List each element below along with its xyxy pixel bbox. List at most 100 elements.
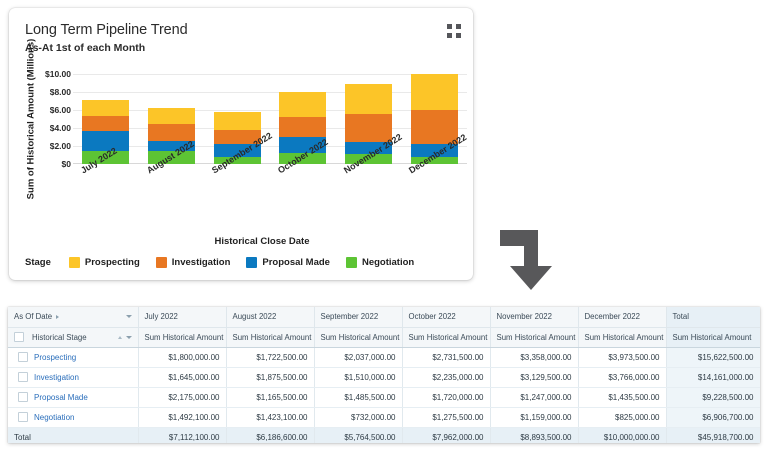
bar-segment-negotiation[interactable]	[213, 157, 261, 164]
bar-segment-investigation[interactable]	[148, 123, 195, 141]
bar-segment-investigation[interactable]	[82, 116, 130, 132]
bar-segment-investigation[interactable]	[279, 116, 327, 138]
legend-item[interactable]: Proposal Made	[246, 257, 330, 268]
chevron-down-icon[interactable]	[125, 315, 132, 319]
legend-item[interactable]: Prospecting	[68, 257, 140, 268]
stage-row-header[interactable]: Proposal Made	[8, 387, 139, 408]
stacked-bar[interactable]	[279, 92, 327, 164]
bent-down-arrow-glyph	[500, 230, 552, 290]
measure-column-header: Sum Historical Amount	[578, 327, 667, 348]
stage-label: Prospecting	[34, 352, 77, 362]
amount-cell: $1,165,500.00	[226, 387, 315, 408]
stage-row-header[interactable]: Negotiation	[8, 407, 139, 428]
column-total-cell: $6,186,600.00	[226, 426, 315, 443]
row-checkbox[interactable]	[18, 352, 28, 362]
gridline	[73, 146, 467, 147]
stacked-bar[interactable]	[345, 83, 393, 164]
stacked-bar[interactable]	[410, 74, 458, 164]
bar-segment-proposal-made[interactable]	[148, 140, 195, 152]
bar-segment-prospecting[interactable]	[213, 112, 261, 131]
month-column-header[interactable]: July 2022	[138, 307, 227, 328]
legend-item[interactable]: Negotiation	[345, 257, 414, 268]
gridline	[73, 128, 467, 129]
amount-cell: $1,875,500.00	[226, 367, 315, 388]
bar-segment-proposal-made[interactable]	[82, 131, 130, 151]
bar-segment-prospecting[interactable]	[82, 100, 130, 117]
month-column-header[interactable]: November 2022	[490, 307, 579, 328]
bar-segment-prospecting[interactable]	[410, 74, 458, 110]
chevron-right-icon[interactable]	[56, 314, 60, 319]
bar-segment-proposal-made[interactable]	[213, 144, 261, 158]
bar-segment-negotiation[interactable]	[279, 152, 327, 164]
measure-column-header: Sum Historical Amount	[402, 327, 491, 348]
legend-label: Proposal Made	[262, 257, 330, 268]
bar-slot	[336, 74, 402, 164]
bar-segment-investigation[interactable]	[213, 130, 261, 145]
amount-cell: $2,731,500.00	[402, 347, 491, 368]
bar-segment-prospecting[interactable]	[148, 108, 195, 124]
select-all-checkbox[interactable]	[14, 332, 24, 342]
pivot-table-head: As Of Date July 2022 August 2022 September…	[8, 307, 760, 348]
stacked-bar[interactable]	[82, 100, 130, 164]
month-column-header[interactable]: December 2022	[578, 307, 667, 328]
expand-icon-quad-br	[456, 33, 461, 38]
y-axis-tick-label: $10.00	[45, 69, 71, 79]
expand-icon[interactable]	[447, 24, 461, 38]
row-checkbox[interactable]	[18, 392, 28, 402]
stage-label: Investigation	[34, 372, 79, 382]
legend-swatch	[155, 257, 167, 268]
bar-segment-proposal-made[interactable]	[279, 137, 327, 153]
bar-segment-prospecting[interactable]	[345, 83, 393, 115]
amount-cell: $1,722,500.00	[226, 347, 315, 368]
bar-segment-investigation[interactable]	[345, 114, 393, 143]
y-axis-ticks: $0 $2.00 $4.00 $6.00 $8.00 $10.00	[29, 69, 71, 169]
bar-segment-investigation[interactable]	[410, 109, 458, 144]
historical-stage-header[interactable]: Historical Stage	[8, 327, 139, 348]
amount-cell: $1,720,000.00	[402, 387, 491, 408]
amount-cell: $3,358,000.00	[490, 347, 579, 368]
expand-icon-quad-tr	[456, 24, 461, 29]
y-axis-tick-label: $8.00	[49, 87, 71, 97]
amount-cell: $1,492,100.00	[138, 407, 227, 428]
sort-ascending-icon[interactable]	[117, 335, 122, 339]
bar-segment-proposal-made[interactable]	[345, 142, 393, 154]
measure-column-header: Sum Historical Amount	[314, 327, 403, 348]
grand-total-cell: $45,918,700.00	[666, 426, 760, 443]
legend-swatch	[68, 257, 80, 268]
month-column-header[interactable]: September 2022	[314, 307, 403, 328]
measure-column-header: Sum Historical Amount	[138, 327, 227, 348]
stage-row-header[interactable]: Investigation	[8, 367, 139, 388]
column-total-cell: $8,893,500.00	[490, 426, 579, 443]
row-total-cell: $14,161,000.00	[666, 367, 760, 388]
measure-column-header: Sum Historical Amount	[226, 327, 315, 348]
stacked-bar[interactable]	[148, 108, 195, 164]
bar-segment-negotiation[interactable]	[345, 153, 393, 164]
month-column-header[interactable]: August 2022	[226, 307, 315, 328]
month-column-header[interactable]: October 2022	[402, 307, 491, 328]
table-row: Proposal Made $2,175,000.00 $1,165,500.00 $…	[8, 387, 760, 408]
stage-row-header[interactable]: Prospecting	[8, 347, 139, 368]
amount-cell: $1,645,000.00	[138, 367, 227, 388]
stacked-bar[interactable]	[213, 112, 261, 164]
gridline	[73, 110, 467, 111]
bar-segment-negotiation[interactable]	[82, 150, 130, 164]
row-total-cell: $6,906,700.00	[666, 407, 760, 428]
column-total-cell: $7,962,000.00	[402, 426, 491, 443]
amount-cell: $1,435,500.00	[578, 387, 667, 408]
legend-label: Prospecting	[84, 257, 140, 268]
row-checkbox[interactable]	[18, 372, 28, 382]
measure-column-header: Sum Historical Amount	[490, 327, 579, 348]
chevron-down-icon[interactable]	[125, 335, 132, 339]
legend-item[interactable]: Investigation	[155, 257, 230, 268]
bar-segment-negotiation[interactable]	[148, 151, 195, 164]
chart-card: Long Term Pipeline Trend As-At 1st of ea…	[9, 8, 473, 280]
bar-segment-proposal-made[interactable]	[410, 143, 458, 157]
row-checkbox[interactable]	[18, 412, 28, 422]
as-of-date-header[interactable]: As Of Date	[8, 307, 139, 328]
pivot-table-card: As Of Date July 2022 August 2022 September…	[8, 307, 760, 443]
table-row: Negotiation $1,492,100.00 $1,423,100.00 $73…	[8, 407, 760, 428]
pivot-table-body: Prospecting $1,800,000.00 $1,722,500.00 $2,…	[8, 347, 760, 443]
bar-slot	[270, 74, 336, 164]
bar-segment-negotiation[interactable]	[410, 156, 458, 164]
bar-segment-prospecting[interactable]	[279, 92, 327, 117]
